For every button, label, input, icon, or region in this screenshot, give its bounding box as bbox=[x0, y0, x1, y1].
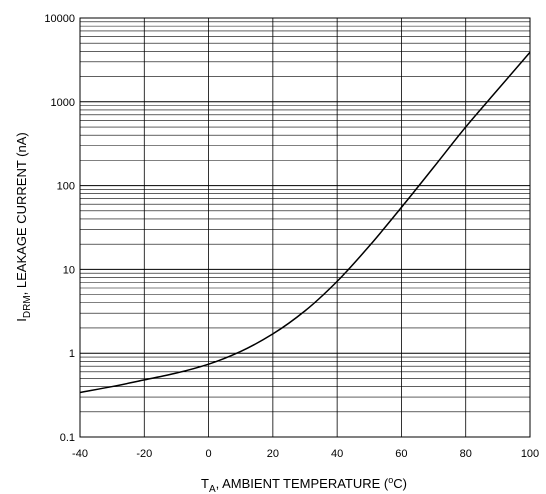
major-grid bbox=[79, 17, 531, 438]
y-tick-labels: 0.1 1 10 100 1000 10000 bbox=[44, 13, 75, 444]
x-label-subscript: A bbox=[209, 484, 216, 494]
y-tick-label: 0.1 bbox=[60, 432, 75, 444]
x-label-main: T bbox=[201, 476, 209, 491]
plot-frame bbox=[79, 17, 531, 438]
x-label-superscript: o bbox=[388, 475, 393, 485]
x-axis-label: TA, AMBIENT TEMPERATURE (oC) bbox=[201, 475, 407, 494]
y-label-main: I bbox=[14, 318, 29, 322]
y-label-subscript: DRM bbox=[22, 295, 33, 318]
y-tick-label: 10000 bbox=[44, 13, 75, 25]
x-tick-label: 40 bbox=[331, 448, 343, 460]
y-tick-label: 10 bbox=[63, 264, 75, 276]
minor-grid bbox=[80, 21, 530, 413]
x-tick-label: 20 bbox=[267, 448, 279, 460]
x-tick-label: 60 bbox=[395, 448, 407, 460]
x-tick-label: -20 bbox=[136, 448, 152, 460]
y-tick-label: 1000 bbox=[51, 97, 75, 109]
x-tick-label: -40 bbox=[72, 448, 88, 460]
leakage-current-curve bbox=[79, 51, 531, 394]
y-axis-label: IDRM, LEAKAGE CURRENT (nA) bbox=[14, 132, 33, 321]
y-tick-label: 1 bbox=[69, 348, 75, 360]
x-tick-label: 100 bbox=[521, 448, 539, 460]
x-label-text: , AMBIENT TEMPERATURE ( bbox=[216, 476, 389, 491]
x-tick-labels: -40 -20 0 20 40 60 80 100 bbox=[72, 448, 539, 460]
y-tick-label: 100 bbox=[57, 181, 75, 193]
x-tick-label: 80 bbox=[460, 448, 472, 460]
y-label-text: , LEAKAGE CURRENT (nA) bbox=[14, 132, 29, 295]
x-tick-label: 0 bbox=[206, 448, 212, 460]
x-label-unit: C) bbox=[393, 476, 407, 491]
